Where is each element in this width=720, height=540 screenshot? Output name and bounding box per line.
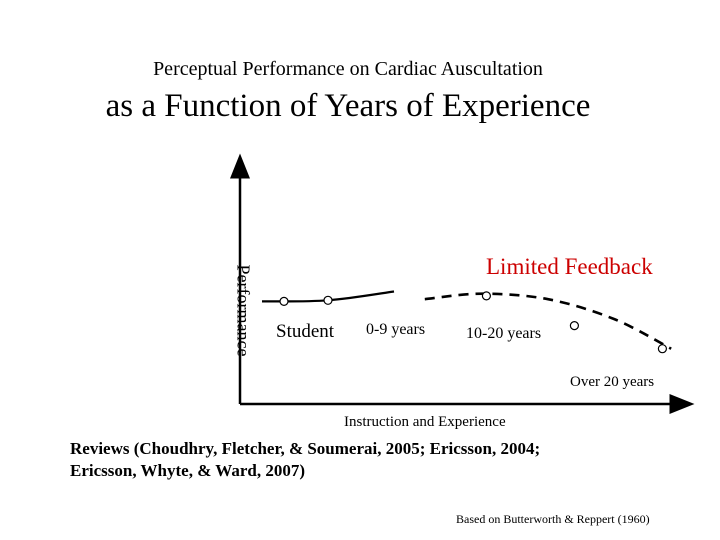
references-line-2: Ericsson, Whyte, & Ward, 2007) (70, 461, 306, 480)
practice-curve (424, 292, 672, 350)
data-point-1-1 (569, 321, 580, 331)
limited-feedback-annotation: Limited Feedback (486, 254, 653, 279)
source-citation: Based on Butterworth & Reppert (1960) (456, 512, 650, 526)
data-point-1-2 (657, 344, 668, 354)
label-student: Student (276, 321, 335, 342)
label-0-9-years: 0-9 years (366, 321, 425, 338)
y-axis-label: Performance (233, 264, 254, 357)
data-point-1-0 (481, 291, 491, 301)
label-10-20-years: 10-20 years (466, 325, 541, 342)
chart-subtitle: Perceptual Performance on Cardiac Auscul… (153, 58, 543, 80)
data-point-0-1 (323, 295, 333, 305)
x-axis-label: Instruction and Experience (344, 414, 506, 430)
references: Reviews (Choudhry, Fletcher, & Soumerai,… (70, 438, 670, 482)
label-over-20-years: Over 20 years (570, 374, 654, 390)
references-line-1: Reviews (Choudhry, Fletcher, & Soumerai,… (70, 439, 541, 458)
data-point-0-0 (279, 296, 289, 306)
chart-title: as a Function of Years of Experience (105, 88, 591, 124)
